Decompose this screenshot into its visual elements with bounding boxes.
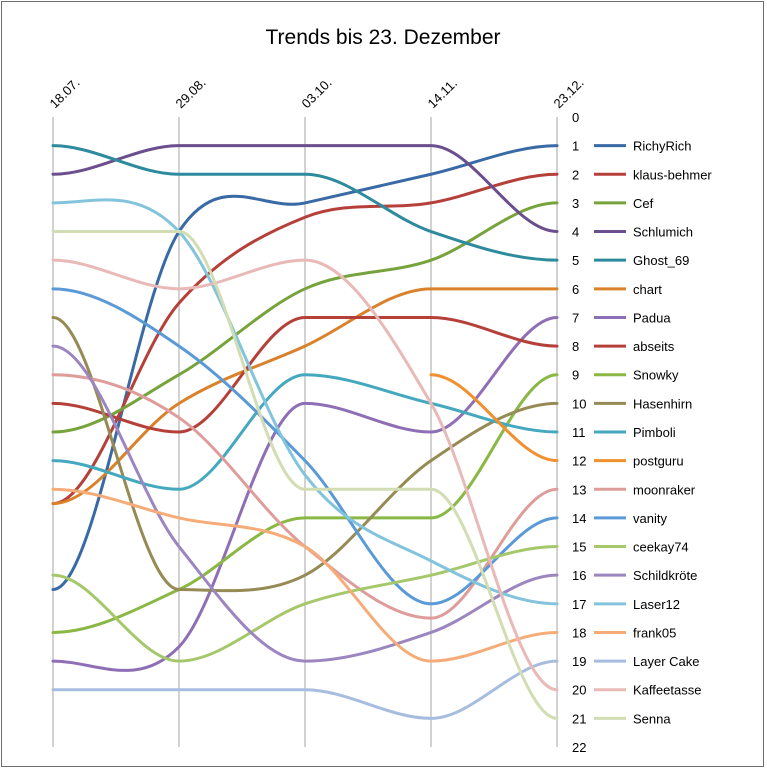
- legend-label: vanity: [633, 511, 667, 526]
- series-line-15: [51, 344, 559, 663]
- legend-label: postguru: [633, 454, 684, 469]
- x-tick-label: 18.07.: [47, 75, 83, 111]
- legend-label: frank05: [633, 625, 676, 640]
- y-tick-label: 8: [572, 339, 579, 354]
- y-tick-label: 18: [572, 625, 586, 640]
- legend-label: Pimboli: [633, 425, 676, 440]
- y-tick-label: 21: [572, 711, 586, 726]
- legend-label: klaus-behmer: [633, 167, 712, 182]
- x-tick-label: 29.08.: [173, 75, 209, 111]
- legend: RichyRich klaus-behmer Cef Schlumich Ghost_6…: [594, 139, 712, 726]
- chart-title: Trends bis 23. Dezember: [266, 26, 501, 49]
- y-tick-label: 7: [572, 310, 579, 325]
- legend-label: Senna: [633, 711, 671, 726]
- y-tick-label: 12: [572, 454, 586, 469]
- legend-label: Layer Cake: [633, 654, 699, 669]
- y-tick-label: 1: [572, 139, 579, 154]
- y-tick-label: 22: [572, 740, 586, 755]
- series-line-18: [51, 659, 559, 720]
- legend-label: chart: [633, 282, 662, 297]
- series-line-9: [51, 315, 559, 593]
- legend-label: abseits: [633, 339, 675, 354]
- series-line-19: [51, 258, 559, 692]
- series-line-5: [51, 287, 559, 506]
- legend-label: Kaffeetasse: [633, 683, 701, 698]
- series-line-13: [51, 287, 559, 606]
- series-lines: [51, 144, 559, 720]
- y-tick-label: 14: [572, 511, 586, 526]
- x-tick-label: 03.10.: [299, 75, 335, 111]
- y-tick-label: 0: [572, 110, 579, 125]
- y-tick-label: 15: [572, 540, 586, 555]
- series-line-14: [51, 545, 559, 663]
- series-line-20: [51, 230, 559, 720]
- legend-label: Schildkröte: [633, 568, 697, 583]
- y-tick-label: 19: [572, 654, 586, 669]
- y-tick-label: 6: [572, 282, 579, 297]
- legend-label: Snowky: [633, 368, 679, 383]
- legend-label: RichyRich: [633, 139, 692, 154]
- x-axis-ticks: 18.07. 29.08. 03.10. 14.11. 23.12.: [47, 75, 587, 111]
- y-tick-label: 4: [572, 225, 579, 240]
- series-line-16: [51, 198, 559, 606]
- legend-label: Ghost_69: [633, 253, 689, 268]
- y-tick-label: 17: [572, 597, 586, 612]
- series-line-7: [51, 315, 559, 434]
- y-tick-label: 5: [572, 253, 579, 268]
- legend-label: moonraker: [633, 482, 696, 497]
- series-line-3: [51, 144, 559, 234]
- y-tick-label: 10: [572, 396, 586, 411]
- legend-label: Cef: [633, 196, 654, 211]
- series-line-6: [51, 315, 559, 672]
- legend-label: Laser12: [633, 597, 680, 612]
- y-tick-label: 3: [572, 196, 579, 211]
- y-tick-label: 16: [572, 568, 586, 583]
- y-tick-label: 20: [572, 683, 586, 698]
- series-line-10: [51, 373, 559, 491]
- legend-label: Padua: [633, 310, 671, 325]
- y-tick-label: 11: [572, 425, 586, 440]
- series-line-17: [51, 487, 559, 663]
- series-line-8: [51, 373, 559, 634]
- x-tick-label: 23.12.: [551, 75, 587, 111]
- legend-label: ceekay74: [633, 540, 689, 555]
- series-line-4: [51, 144, 559, 262]
- y-tick-label: 2: [572, 167, 579, 182]
- grid: [52, 117, 558, 747]
- x-tick-label: 14.11.: [425, 76, 460, 111]
- y-tick-label: 9: [572, 368, 579, 383]
- series-line-11: [429, 373, 559, 463]
- legend-label: Hasenhirn: [633, 396, 692, 411]
- y-tick-label: 13: [572, 482, 586, 497]
- legend-label: Schlumich: [633, 225, 693, 240]
